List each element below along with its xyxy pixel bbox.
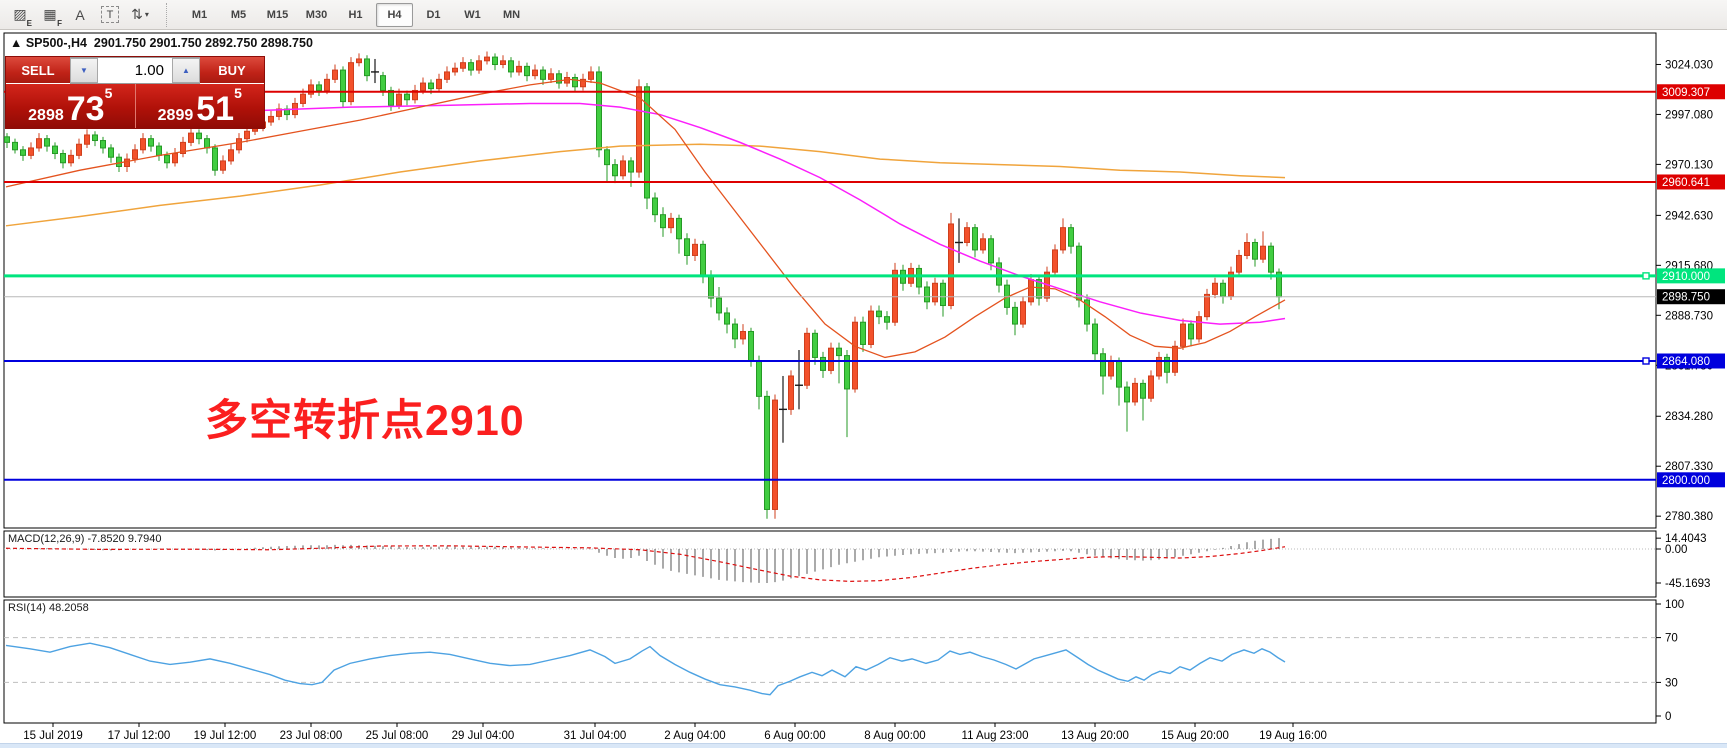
- svg-text:2910.000: 2910.000: [1662, 271, 1710, 283]
- arrows-objects-icon[interactable]: ⇅ ▾: [126, 2, 154, 28]
- svg-text:15 Jul 2019: 15 Jul 2019: [23, 730, 82, 742]
- svg-text:2960.641: 2960.641: [1662, 177, 1710, 189]
- timeframe-button-m1[interactable]: M1: [191, 8, 208, 21]
- timeframe-button-m30[interactable]: M30: [305, 8, 328, 21]
- grid-objects-icon[interactable]: ▦ F: [36, 2, 64, 28]
- svg-text:2780.380: 2780.380: [1665, 511, 1713, 523]
- volume-value[interactable]: 1.00: [98, 58, 172, 83]
- svg-text:17 Jul 12:00: 17 Jul 12:00: [108, 730, 171, 742]
- svg-text:3024.030: 3024.030: [1665, 59, 1713, 71]
- timeframe-button-m5[interactable]: M5: [230, 8, 247, 21]
- indicators-hatch-icon-glyph: ▨: [13, 6, 27, 22]
- buy-price-sup: 5: [234, 85, 242, 101]
- toolbar-separator: [166, 2, 173, 27]
- svg-text:2 Aug 04:00: 2 Aug 04:00: [664, 730, 725, 742]
- svg-text:2888.730: 2888.730: [1665, 310, 1713, 322]
- pane-frames: [3, 32, 1657, 724]
- candles-layer: [4, 51, 1282, 519]
- svg-text:0.00: 0.00: [1665, 544, 1687, 556]
- svg-text:2864.080: 2864.080: [1662, 356, 1710, 368]
- sell-price-small: 2898: [28, 107, 64, 124]
- svg-text:2807.330: 2807.330: [1665, 461, 1713, 473]
- macd-pane[interactable]: [3, 530, 1657, 598]
- svg-text:15 Aug 20:00: 15 Aug 20:00: [1161, 730, 1229, 742]
- svg-text:2997.080: 2997.080: [1665, 109, 1713, 121]
- timeframe-button-h1[interactable]: H1: [348, 8, 363, 21]
- sell-button[interactable]: SELL: [6, 57, 70, 84]
- rsi-indicator-label: RSI(14) 48.2058: [8, 602, 89, 614]
- toolbar: ▨ E ▦ F A T ⇅ ▾ M1 M5 M15 M30 H1 H4 D1 W1 MN: [0, 0, 1727, 30]
- svg-text:30: 30: [1665, 677, 1678, 689]
- indicators-hatch-icon[interactable]: ▨ E: [6, 2, 34, 28]
- macd-indicator-label: MACD(12,26,9) -7.8520 9.7940: [8, 533, 162, 545]
- order-panel: SELL ▼ 1.00 ▲ BUY 2898 73 5 2899 51 5: [5, 56, 265, 129]
- timeframe-button-w1[interactable]: W1: [464, 8, 481, 21]
- time-axis[interactable]: 15 Jul 2019 17 Jul 12:00 19 Jul 12:00 23 Ju…: [23, 723, 1327, 742]
- macd-layer: [5, 538, 1286, 584]
- text-frame-icon-glyph: T: [101, 6, 119, 23]
- quote-header: ▲ SP500-,H4 2901.750 2901.750 2892.750 2…: [10, 36, 313, 50]
- timeframe-button-m15[interactable]: M15: [266, 8, 289, 21]
- ma-fast-line: [5, 78, 1286, 359]
- volume-decrease-button[interactable]: ▼: [70, 58, 98, 83]
- svg-text:2834.280: 2834.280: [1665, 411, 1713, 423]
- ma-slow-line: [5, 143, 1286, 227]
- timeframe-button-h4[interactable]: H4: [376, 2, 413, 27]
- timeframe-button-mn[interactable]: MN: [502, 8, 521, 21]
- svg-text:3009.307: 3009.307: [1662, 87, 1710, 99]
- volume-increase-button[interactable]: ▲: [172, 58, 200, 83]
- price-axis[interactable]: 3024.0302997.0802970.1302942.6302915.680…: [1656, 59, 1725, 523]
- svg-text:70: 70: [1665, 633, 1678, 645]
- svg-text:14.4043: 14.4043: [1665, 533, 1707, 545]
- rsi-axis: 100 70 30 0: [1656, 599, 1684, 723]
- svg-text:31 Jul 04:00: 31 Jul 04:00: [564, 730, 627, 742]
- svg-text:19 Aug 16:00: 19 Aug 16:00: [1259, 730, 1327, 742]
- svg-text:19 Jul 12:00: 19 Jul 12:00: [194, 730, 257, 742]
- svg-text:-45.1693: -45.1693: [1665, 578, 1710, 590]
- svg-text:8 Aug 00:00: 8 Aug 00:00: [864, 730, 925, 742]
- svg-text:13 Aug 20:00: 13 Aug 20:00: [1061, 730, 1129, 742]
- rsi-line: [5, 642, 1286, 696]
- text-label-icon-glyph: A: [75, 6, 85, 23]
- level-lines: [4, 90, 1656, 481]
- rsi-pane[interactable]: [3, 599, 1657, 724]
- annotation-text: 多空转折点2910: [205, 397, 525, 445]
- svg-text:2970.130: 2970.130: [1665, 159, 1713, 171]
- svg-text:11 Aug 23:00: 11 Aug 23:00: [962, 730, 1029, 742]
- buy-button[interactable]: BUY: [200, 57, 264, 84]
- svg-text:2942.630: 2942.630: [1665, 210, 1713, 222]
- arrows-objects-icon-glyph: ⇅: [131, 6, 143, 22]
- svg-text:2800.000: 2800.000: [1662, 475, 1710, 487]
- svg-text:25 Jul 08:00: 25 Jul 08:00: [366, 730, 429, 742]
- svg-text:2898.750: 2898.750: [1662, 292, 1710, 304]
- sell-price-big: 73: [66, 90, 105, 129]
- grid-objects-icon-sub: F: [57, 18, 62, 28]
- svg-text:0: 0: [1665, 711, 1671, 723]
- svg-text:100: 100: [1665, 599, 1684, 611]
- indicators-hatch-icon-sub: E: [26, 18, 32, 28]
- buy-price-big: 51: [196, 90, 235, 129]
- grid-objects-icon-glyph: ▦: [43, 6, 57, 22]
- timeframe-button-d1[interactable]: D1: [426, 8, 441, 21]
- svg-text:29 Jul 04:00: 29 Jul 04:00: [452, 730, 515, 742]
- volume-stepper: ▼ 1.00 ▲: [70, 57, 200, 84]
- bottom-scroll-strip[interactable]: [0, 743, 1727, 748]
- sell-price-sup: 5: [104, 85, 113, 101]
- sell-price-box[interactable]: 2898 73 5: [6, 84, 136, 128]
- svg-text:23 Jul 08:00: 23 Jul 08:00: [280, 730, 343, 742]
- ma-mid-line: [149, 102, 1286, 325]
- dropdown-caret-icon: ▾: [144, 10, 149, 19]
- svg-text:6 Aug 00:00: 6 Aug 00:00: [764, 730, 825, 742]
- buy-price-small: 2899: [157, 107, 194, 124]
- text-frame-icon[interactable]: T: [96, 2, 124, 28]
- buy-price-box[interactable]: 2899 51 5: [135, 84, 264, 129]
- text-label-icon[interactable]: A: [66, 2, 94, 28]
